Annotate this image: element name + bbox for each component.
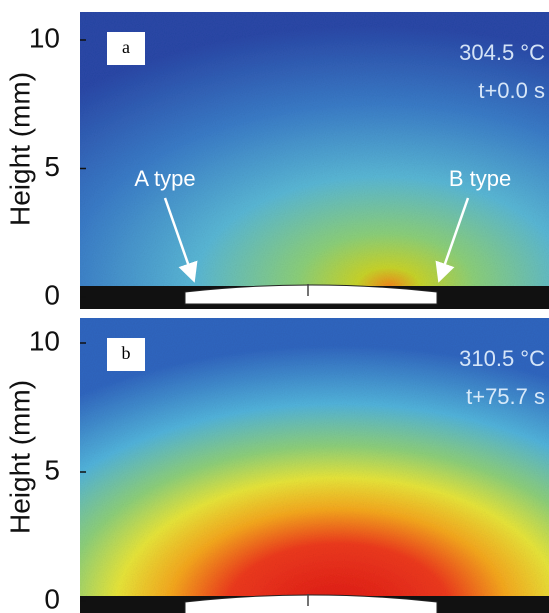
y-tick-label: 0 bbox=[44, 279, 60, 310]
y-tick-label: 5 bbox=[44, 454, 60, 485]
panel-label-box bbox=[107, 338, 145, 371]
panel-label: a bbox=[122, 37, 130, 57]
y-axis-label: Height (mm) bbox=[4, 380, 35, 534]
y-tick-label: 10 bbox=[29, 325, 60, 356]
y-tick-label: 0 bbox=[44, 583, 60, 613]
heatmap bbox=[80, 12, 549, 286]
annotation: A type bbox=[134, 166, 195, 191]
heatmap bbox=[80, 318, 549, 596]
time: t+75.7 s bbox=[466, 384, 545, 409]
heater bbox=[184, 594, 438, 613]
heater bbox=[184, 284, 438, 305]
annotation-arrow bbox=[435, 197, 470, 283]
panel-label: b bbox=[122, 343, 131, 363]
temperature: 304.5 °C bbox=[459, 40, 545, 65]
temperature: 310.5 °C bbox=[459, 346, 545, 371]
time: t+0.0 s bbox=[478, 78, 545, 103]
annotation: B type bbox=[449, 166, 511, 191]
panel-label-box bbox=[107, 32, 145, 65]
y-axis-label: Height (mm) bbox=[4, 72, 35, 226]
annotation-arrow bbox=[163, 197, 198, 283]
y-tick-label: 10 bbox=[29, 22, 60, 53]
y-tick-label: 5 bbox=[44, 151, 60, 182]
